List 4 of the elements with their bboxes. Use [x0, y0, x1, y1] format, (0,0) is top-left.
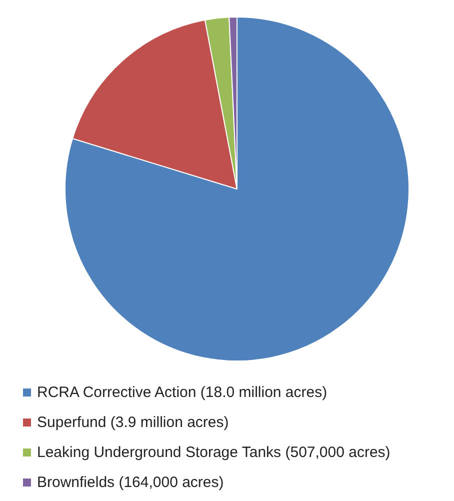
legend-label: Leaking Underground Storage Tanks (507,000 acres)	[37, 444, 390, 461]
legend-label: Brownfields (164,000 acres)	[37, 474, 224, 491]
legend-label: Superfund (3.9 million acres)	[37, 414, 229, 431]
legend-label: RCRA Corrective Action (18.0 million acres)	[37, 384, 328, 401]
